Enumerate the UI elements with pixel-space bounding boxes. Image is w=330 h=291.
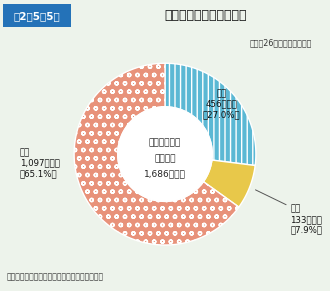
Text: 救急業務実施: 救急業務実施	[149, 139, 181, 148]
Text: 単独
456市町村
（27.0%）: 単独 456市町村 （27.0%）	[203, 89, 240, 119]
Text: （平成26年４月１日現在）: （平成26年４月１日現在）	[249, 38, 312, 47]
Polygon shape	[203, 160, 255, 207]
FancyBboxPatch shape	[3, 4, 71, 27]
Text: 組合
1,097市町村
（65.1%）: 組合 1,097市町村 （65.1%）	[19, 148, 59, 178]
Text: （備考）　「救急業務実施状況調」により作成: （備考） 「救急業務実施状況調」により作成	[7, 272, 104, 281]
Text: 委託
133市町村
（7.9%）: 委託 133市町村 （7.9%）	[290, 205, 322, 235]
Circle shape	[118, 107, 212, 201]
Text: 救急業務実施形態の内訳: 救急業務実施形態の内訳	[164, 9, 247, 22]
Polygon shape	[74, 63, 239, 245]
Polygon shape	[165, 63, 256, 166]
Text: 1,686市町村: 1,686市町村	[144, 170, 186, 179]
Text: 第2－5－5図: 第2－5－5図	[14, 11, 60, 21]
Text: 市町村数: 市町村数	[154, 154, 176, 163]
